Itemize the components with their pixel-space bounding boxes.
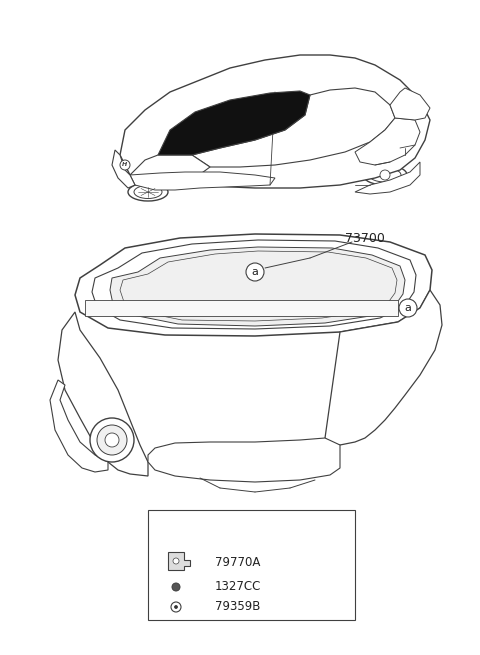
Circle shape bbox=[399, 299, 417, 317]
Text: 73700: 73700 bbox=[345, 231, 385, 244]
Circle shape bbox=[172, 583, 180, 591]
Text: 1327CC: 1327CC bbox=[215, 580, 262, 593]
Circle shape bbox=[120, 160, 130, 170]
Polygon shape bbox=[355, 118, 420, 165]
Text: 79770A: 79770A bbox=[215, 555, 260, 569]
Polygon shape bbox=[148, 438, 340, 482]
Circle shape bbox=[380, 170, 390, 180]
Text: H: H bbox=[122, 162, 128, 168]
Circle shape bbox=[175, 605, 178, 608]
Polygon shape bbox=[110, 247, 405, 326]
FancyBboxPatch shape bbox=[148, 510, 355, 620]
Circle shape bbox=[173, 558, 179, 564]
Circle shape bbox=[153, 513, 171, 531]
Circle shape bbox=[246, 263, 264, 281]
Polygon shape bbox=[158, 91, 310, 155]
Polygon shape bbox=[112, 150, 135, 188]
Polygon shape bbox=[50, 380, 108, 472]
Circle shape bbox=[90, 418, 134, 462]
Text: 79359B: 79359B bbox=[215, 601, 260, 614]
Polygon shape bbox=[85, 300, 398, 316]
Circle shape bbox=[171, 602, 181, 612]
Circle shape bbox=[97, 425, 127, 455]
Polygon shape bbox=[325, 290, 442, 445]
Polygon shape bbox=[120, 55, 430, 188]
Polygon shape bbox=[130, 155, 210, 182]
Text: a: a bbox=[158, 517, 166, 527]
Text: a: a bbox=[252, 267, 258, 277]
Polygon shape bbox=[92, 240, 416, 329]
Polygon shape bbox=[130, 172, 275, 190]
Text: a: a bbox=[405, 303, 411, 313]
Polygon shape bbox=[75, 234, 432, 336]
Polygon shape bbox=[355, 162, 420, 194]
Polygon shape bbox=[58, 312, 148, 476]
Polygon shape bbox=[168, 552, 190, 570]
Polygon shape bbox=[192, 88, 395, 167]
Circle shape bbox=[105, 433, 119, 447]
Polygon shape bbox=[390, 88, 430, 120]
